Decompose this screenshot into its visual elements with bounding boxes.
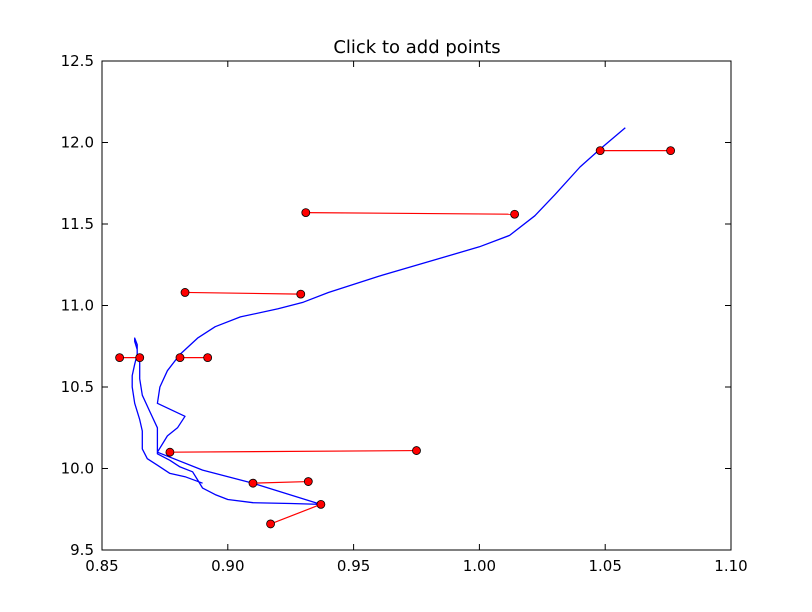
x-tick-label: 1.10 [714, 557, 747, 575]
segment-line [169, 449, 417, 453]
data-point-marker [180, 288, 190, 297]
y-tick-label: 10.5 [61, 378, 94, 396]
data-point-marker [175, 353, 185, 363]
data-point-marker [135, 353, 145, 363]
data-point-marker [316, 499, 326, 509]
data-point-marker [203, 353, 213, 363]
y-tick-label: 12.5 [61, 52, 94, 70]
data-point-marker [666, 146, 676, 156]
y-tick-label: 11.0 [61, 297, 94, 315]
x-tick-label: 1.00 [463, 557, 496, 575]
segment-line [252, 480, 309, 484]
data-point-marker [248, 478, 258, 488]
plot-area [115, 127, 676, 529]
chart-title: Click to add points [333, 37, 500, 58]
data-point-marker [303, 477, 313, 486]
y-tick-label: 9.5 [70, 541, 94, 559]
x-tick-label: 0.90 [211, 557, 244, 575]
data-point-marker [301, 208, 311, 217]
data-point-marker [266, 519, 275, 529]
y-tick-label: 11.5 [61, 215, 94, 233]
data-point-marker [296, 289, 306, 299]
axes: 0.85 0.90 0.95 1.00 1.05 1.10 9.5 10.0 10.5 11.0 1… [61, 52, 748, 575]
x-tick-label: 0.95 [337, 557, 370, 575]
trajectory-line [131, 127, 626, 506]
segment-line [270, 503, 322, 525]
data-point-marker [412, 446, 421, 455]
segment-line [305, 211, 515, 215]
data-point-marker [510, 209, 520, 219]
x-tick-label: 0.85 [85, 557, 118, 575]
y-tick-label: 10.0 [61, 460, 94, 478]
x-tick-label: 1.05 [588, 557, 621, 575]
y-tick-label: 12.0 [61, 134, 94, 152]
data-point-marker [165, 447, 175, 457]
segment-line [185, 291, 301, 295]
data-point-marker [595, 146, 605, 156]
data-point-marker [115, 353, 125, 363]
